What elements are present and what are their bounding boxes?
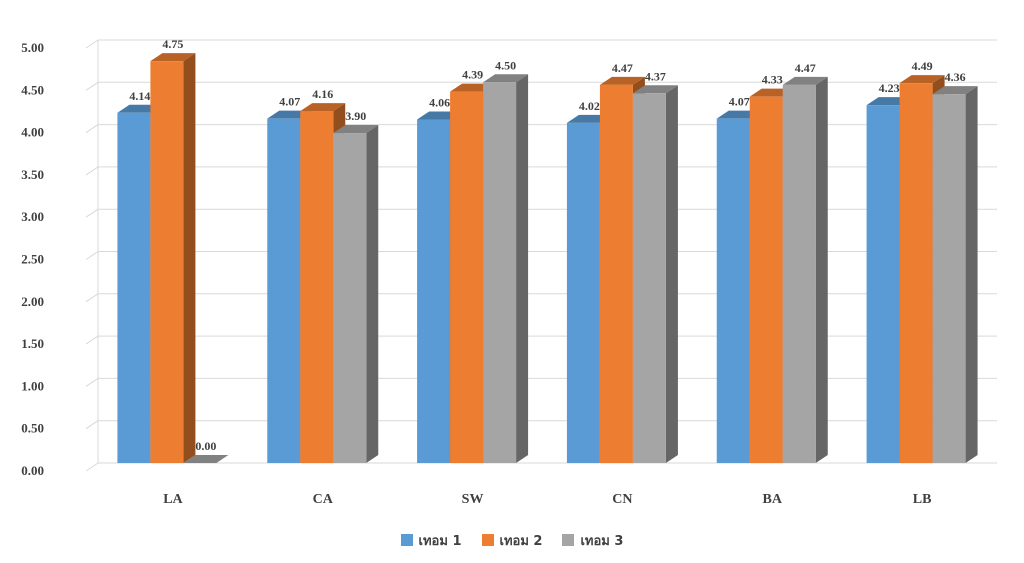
data-label: 4.07 (279, 95, 300, 109)
bar (417, 119, 451, 464)
bar-top (932, 86, 978, 95)
bars (117, 53, 978, 464)
legend: เทอม 1 เทอม 2 เทอม 3 (0, 528, 1024, 552)
legend-swatch-series-3 (562, 534, 575, 546)
gridline-depth (85, 420, 99, 430)
y-tick-label: 3.00 (21, 209, 44, 224)
y-tick-label: 3.50 (21, 167, 44, 182)
y-tick-label: 1.50 (21, 336, 44, 351)
bar-side (516, 74, 529, 464)
gridline-depth (85, 208, 99, 218)
legend-swatch-series-1 (400, 534, 413, 546)
y-tick-label: 1.00 (21, 378, 44, 393)
x-tick-label: SW (462, 492, 484, 507)
data-label: 4.07 (729, 95, 750, 109)
data-label: 4.06 (429, 96, 450, 110)
y-tick-label: 0.50 (21, 421, 44, 436)
bar-top (899, 75, 945, 84)
bar (566, 122, 600, 464)
legend-label-series-3: เทอม 3 (580, 533, 624, 549)
bar-side (665, 85, 678, 463)
bar (267, 118, 301, 463)
bar-top (183, 455, 229, 463)
bar-side (366, 125, 379, 463)
x-tick-label: LB (913, 492, 932, 507)
bar (599, 84, 633, 463)
data-label: 4.36 (945, 70, 966, 84)
gridline-depth (85, 81, 99, 91)
gridline-depth (85, 377, 99, 387)
y-tick-label: 0.00 (21, 463, 44, 478)
data-labels: 4.14 4.75 0.00 4.07 4.16 3.90 4.06 4.39 4.50 4.02… (129, 37, 965, 453)
legend-label-series-1: เทอม 1 (418, 533, 462, 549)
bar (300, 111, 334, 464)
data-label: 4.49 (912, 59, 933, 73)
y-tick-label: 2.00 (21, 294, 44, 309)
bar-top (300, 103, 346, 112)
data-label: 4.16 (312, 87, 333, 101)
y-tick-label: 5.00 (21, 40, 44, 55)
legend-item-series-3: เทอม 3 (562, 530, 623, 551)
legend-item-series-2: เทอม 2 (481, 530, 543, 551)
data-label: 4.50 (495, 58, 516, 72)
x-tick-label: CA (313, 492, 334, 507)
x-tick-label: BA (763, 492, 783, 507)
gridline-depth (85, 462, 99, 472)
bar-top (632, 85, 678, 94)
data-label: 4.02 (579, 99, 600, 113)
data-label: 4.39 (462, 68, 483, 82)
bar-top (333, 125, 379, 134)
bar (782, 84, 816, 463)
bar (632, 93, 666, 463)
x-tick-label: CN (612, 492, 632, 507)
gridline-depth (85, 124, 99, 134)
gridline-depth (85, 335, 99, 345)
bar (117, 112, 151, 464)
bar-top (150, 53, 196, 62)
bar (450, 91, 484, 463)
bar-side (815, 76, 828, 463)
y-tick-label: 4.00 (21, 125, 44, 140)
data-label: 4.14 (129, 89, 150, 103)
data-label: 4.37 (645, 69, 666, 83)
data-label: 4.47 (612, 61, 633, 75)
bar (333, 133, 367, 463)
bar-side (965, 86, 978, 464)
data-label: 4.33 (762, 73, 783, 87)
x-tick-label: LA (163, 492, 183, 507)
bar (483, 82, 517, 464)
bar (866, 105, 900, 463)
bar (899, 83, 933, 464)
bar-top (483, 74, 529, 83)
y-tick-label: 4.50 (21, 82, 44, 97)
gridline-depth (85, 39, 99, 49)
y-tick-label: 2.50 (21, 252, 44, 267)
bar-top (782, 76, 828, 85)
legend-item-series-1: เทอม 1 (400, 530, 462, 551)
bar-side (183, 53, 196, 464)
axis: 0.00 0.50 1.00 1.50 2.00 2.50 3.00 3.50 4.00 4.50… (21, 40, 931, 507)
data-label: 4.75 (162, 37, 183, 51)
data-label: 0.00 (195, 439, 216, 453)
legend-label-series-2: เทอม 2 (499, 533, 543, 549)
legend-swatch-series-2 (481, 534, 494, 546)
grid-lines (85, 39, 997, 472)
bar (150, 61, 184, 464)
bar (716, 118, 750, 463)
gridline-depth (85, 251, 99, 260)
bar (932, 94, 966, 464)
data-label: 4.47 (795, 61, 816, 75)
bar (749, 96, 783, 463)
gridline-depth (85, 166, 99, 176)
gridline-depth (85, 293, 99, 303)
data-label: 4.23 (879, 81, 900, 95)
data-label: 3.90 (345, 109, 366, 123)
bar-top (599, 76, 645, 85)
